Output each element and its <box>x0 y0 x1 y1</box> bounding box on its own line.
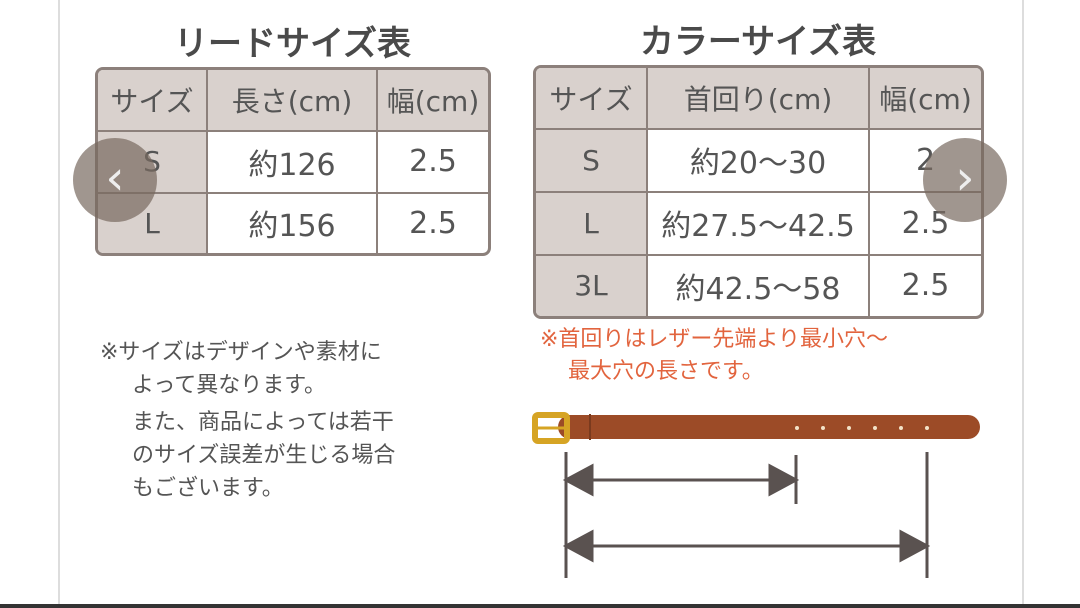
cell: 約42.5〜58 <box>648 255 870 316</box>
note-line: もございます。 <box>132 476 284 501</box>
note-line: 最大穴の長さです。 <box>568 359 764 384</box>
measure-arrows <box>562 452 931 578</box>
collar-size-title: カラーサイズ表 <box>639 22 877 62</box>
table-row: S 約20〜30 2 <box>536 130 981 193</box>
header-cell: サイズ <box>536 68 648 130</box>
note-line: のサイズ誤差が生じる場合 <box>132 443 396 468</box>
cell: 3L <box>536 255 648 316</box>
belt-strap <box>558 415 980 439</box>
cell: 約156 <box>208 193 378 253</box>
header-cell: 幅(cm) <box>870 68 981 130</box>
header-cell: サイズ <box>98 70 208 132</box>
table-row: L 約156 2.5 <box>98 193 488 253</box>
table-header-row: サイズ 首回り(cm) 幅(cm) <box>536 68 981 130</box>
header-cell: 幅(cm) <box>378 70 488 132</box>
carousel-next-button[interactable]: › <box>923 138 1007 222</box>
note-line: ※首回りはレザー先端より最小穴〜 <box>540 327 888 352</box>
belt-holes <box>795 426 929 430</box>
cell: 約20〜30 <box>648 130 870 193</box>
table-row: L 約27.5〜42.5 2.5 <box>536 192 981 256</box>
size-disclaimer-note: ※サイズはデザインや素材に よって異なります。 また、商品によっては若干 のサイ… <box>100 336 395 505</box>
note-line: よって異なります。 <box>132 373 327 398</box>
header-cell: 長さ(cm) <box>208 70 378 132</box>
header-cell: 首回り(cm) <box>648 68 870 130</box>
cell: 約27.5〜42.5 <box>648 192 870 256</box>
cell: 2.5 <box>378 132 488 194</box>
collar-measure-note: ※首回りはレザー先端より最小穴〜 最大穴の長さです。 <box>540 324 888 388</box>
cell: 2.5 <box>901 268 950 304</box>
note-line: また、商品によっては若干 <box>132 410 394 435</box>
cell: S <box>536 130 648 193</box>
image-frame <box>58 0 1024 604</box>
bottom-edge <box>0 604 1080 608</box>
cell: 2.5 <box>409 205 457 241</box>
cell: L <box>536 192 648 256</box>
cell: 約126 <box>208 132 378 194</box>
table-row: 3L 約42.5〜58 2.5 <box>536 255 981 316</box>
note-line: ※サイズはデザインや素材に <box>100 340 382 365</box>
carousel-prev-button[interactable]: ‹ <box>73 138 157 222</box>
lead-size-title: リードサイズ表 <box>174 24 411 64</box>
table-header-row: サイズ 長さ(cm) 幅(cm) <box>98 70 488 132</box>
collar-size-table: サイズ 首回り(cm) 幅(cm) S 約20〜30 2 L 約27.5〜42.5 2.5 … <box>533 65 984 319</box>
belt-diagram <box>532 412 980 578</box>
